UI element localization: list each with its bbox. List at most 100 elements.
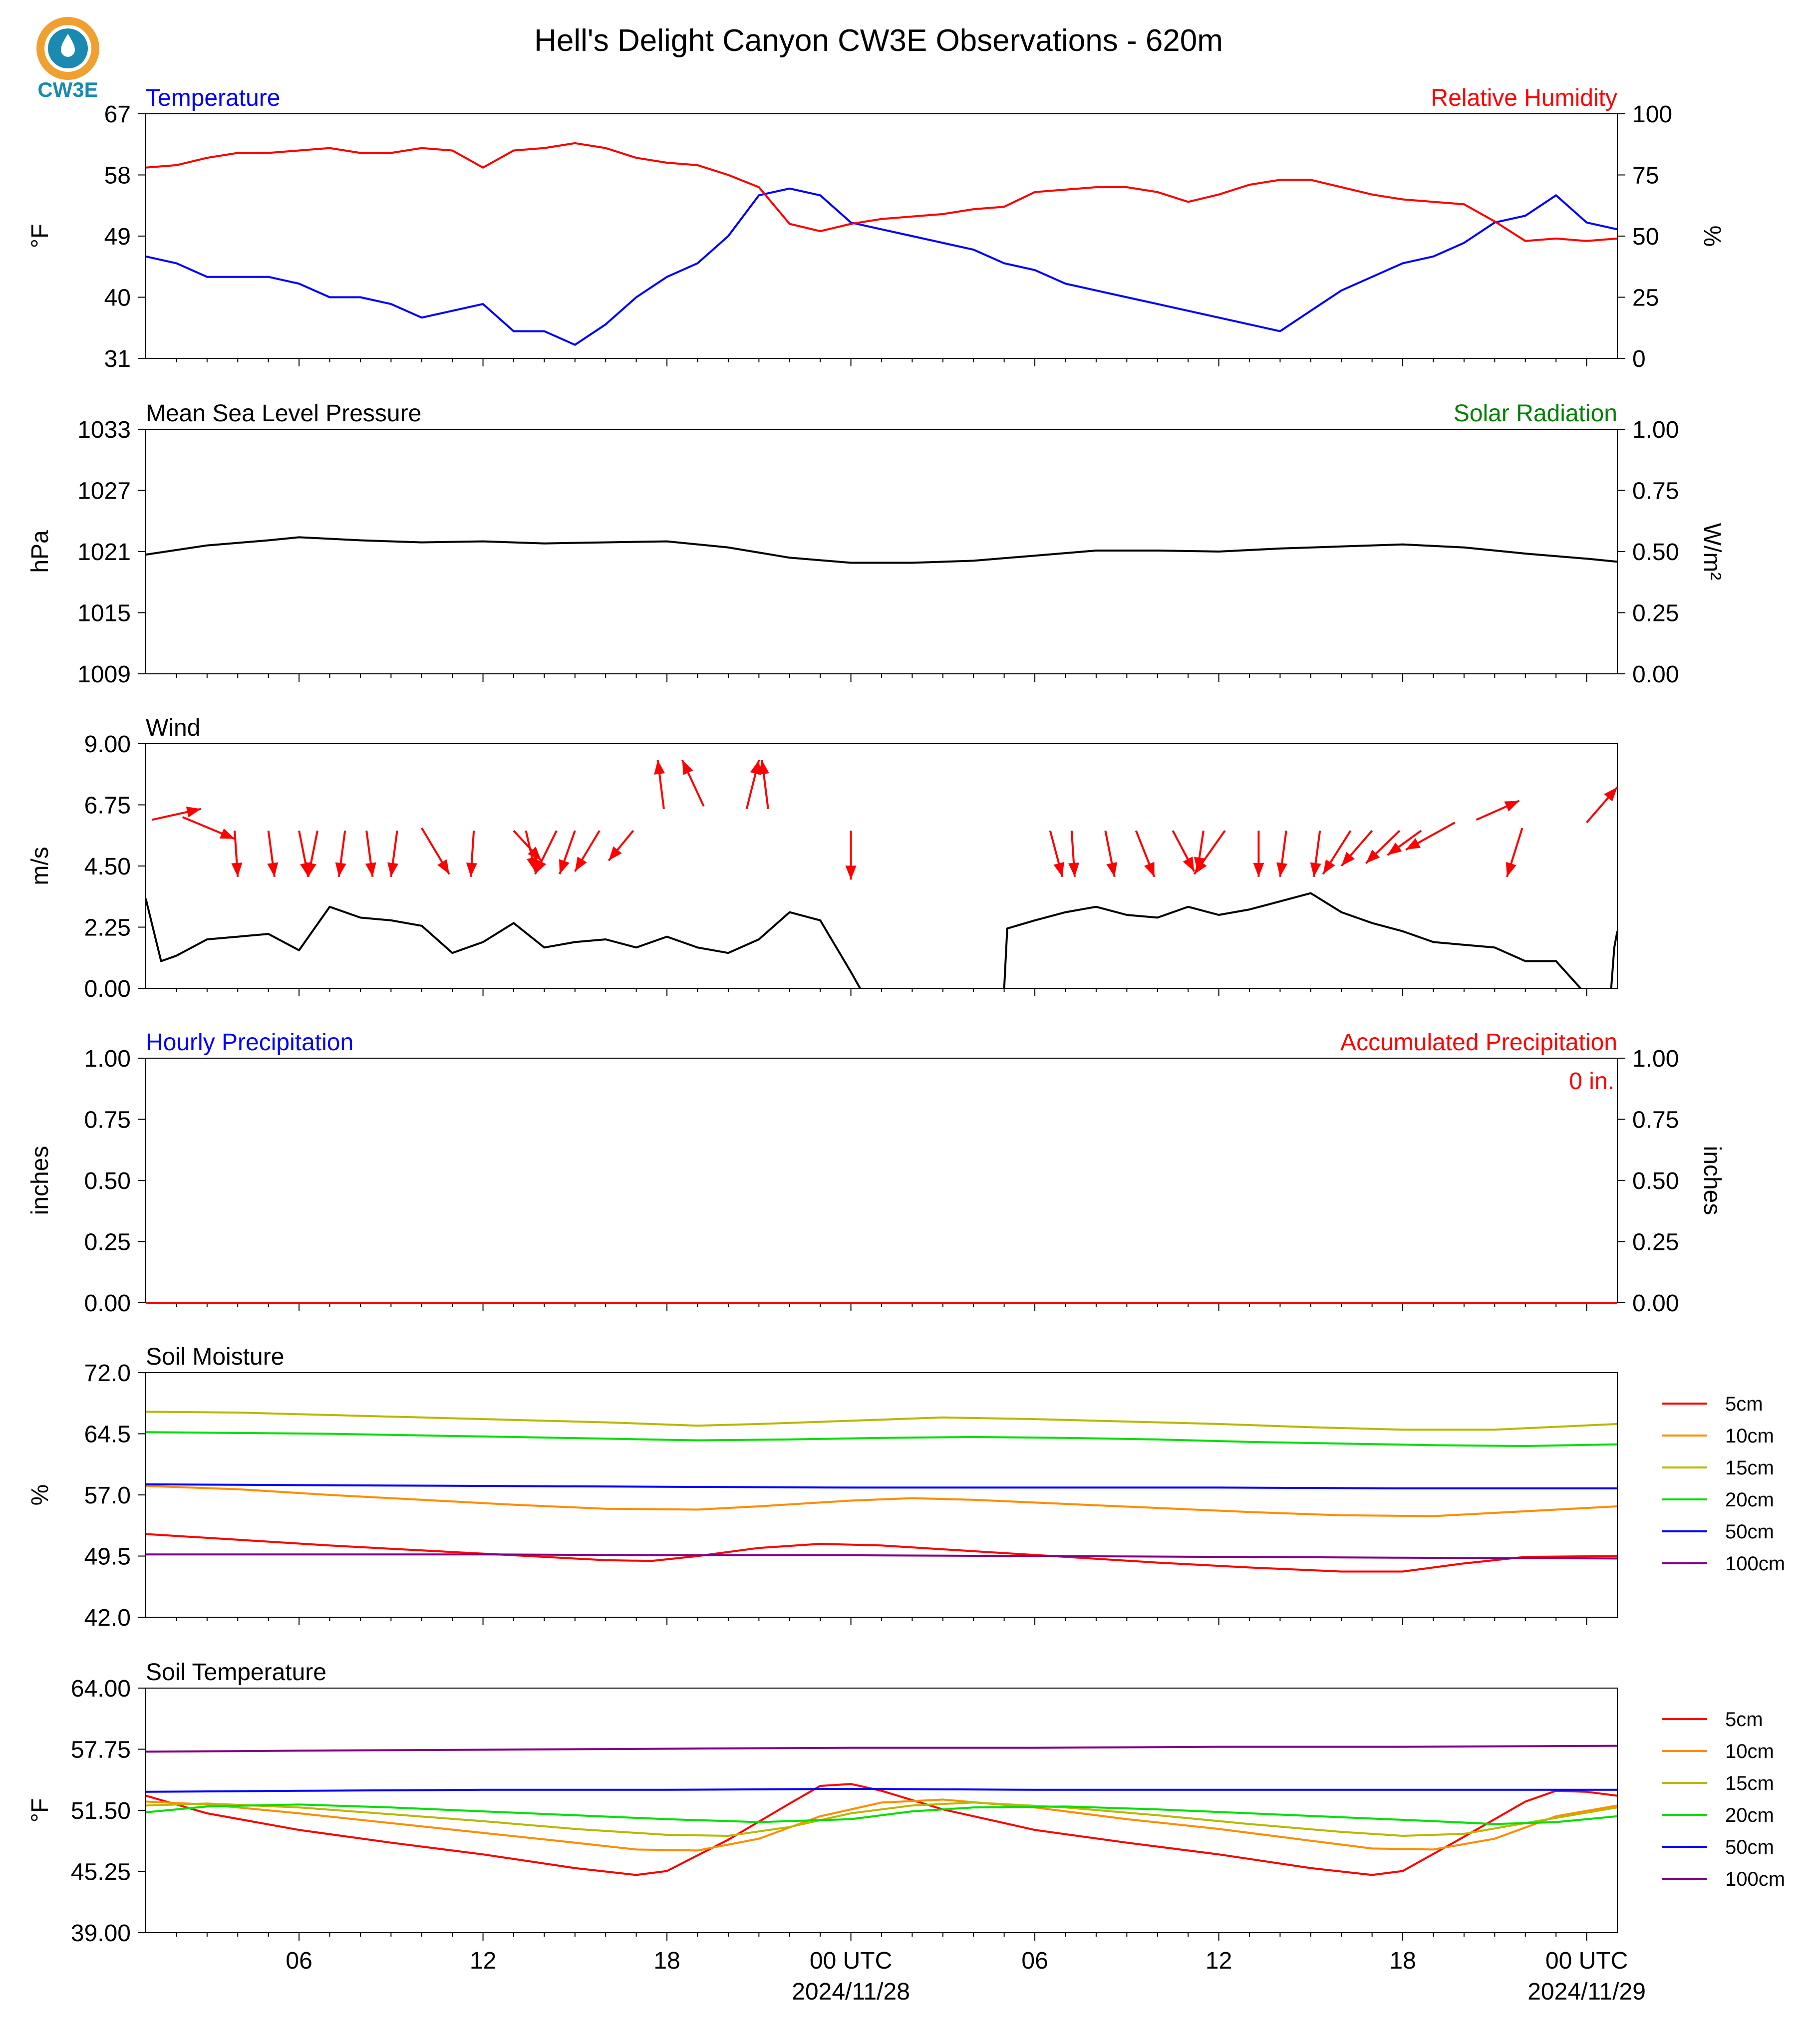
wind-arrow: [231, 831, 243, 877]
wind-arrow-head: [1106, 862, 1118, 877]
panel-annotation: 0 in.: [1569, 1068, 1614, 1095]
panel-title: Wind: [146, 715, 200, 741]
wind-arrow-head: [305, 862, 316, 877]
x-tick-label: 00 UTC: [810, 1948, 892, 1974]
y-axis-label: inches: [27, 1146, 53, 1215]
series-line-50cm: [145, 1787, 1617, 1793]
wind-arrow-head: [437, 859, 450, 874]
wind-arrow: [654, 760, 665, 809]
x-date-label: 2024/11/29: [1527, 1979, 1646, 2005]
panel-3: Wind 0.00 2.25 4.50 6.75 9.00 m/s: [27, 715, 1618, 1002]
legend-label: 5cm: [1725, 1709, 1763, 1731]
series-line: [145, 536, 1618, 564]
y-tick-label: 42.0: [84, 1605, 131, 1631]
legend-label: 15cm: [1725, 1772, 1774, 1794]
wind-arrow: [1068, 831, 1080, 877]
wind-arrow-head: [1144, 862, 1155, 877]
wind-arrow-head: [1323, 859, 1335, 874]
legend: 5cm 10cm 15cm 20cm 50cm 100cm: [1662, 1709, 1785, 1890]
y-tick-label: 49: [104, 224, 131, 250]
legend-label: 15cm: [1725, 1457, 1774, 1479]
panel-title: Soil Temperature: [146, 1659, 326, 1686]
y-tick-label: 0.50: [84, 1168, 131, 1194]
panel-title: Soil Moisture: [146, 1344, 284, 1370]
legend-label: 100cm: [1725, 1868, 1785, 1890]
series-line: [1610, 931, 1618, 989]
y2-tick-label: 25: [1632, 285, 1659, 311]
y-axis-label: %: [27, 1484, 53, 1506]
y-tick-label: 1.00: [84, 1046, 131, 1072]
y-tick-label: 49.5: [84, 1544, 131, 1570]
wind-arrow: [1405, 822, 1456, 851]
wind-arrow: [1172, 830, 1196, 872]
wind-arrow: [182, 816, 235, 840]
wind-arrow: [1104, 830, 1118, 877]
wind-arrow-head: [1068, 863, 1080, 877]
y-axis-label: °F: [27, 1798, 53, 1823]
panel-right-title: Solar Radiation: [1454, 400, 1617, 427]
wind-arrow-head: [1253, 863, 1264, 877]
y-tick-label: 0.75: [84, 1107, 131, 1134]
wind-arrow: [525, 830, 538, 872]
y-axis-label: m/s: [27, 847, 53, 885]
y-tick-label: 2.25: [84, 915, 131, 941]
y2-tick-label: 1.00: [1632, 1046, 1679, 1072]
wind-arrow-head: [1183, 856, 1195, 871]
wind-arrow-head: [1341, 852, 1355, 866]
x-tick-label: 12: [470, 1948, 496, 1974]
y-tick-label: 58: [104, 163, 131, 189]
x-tick-label: 12: [1206, 1948, 1232, 1974]
y2-tick-label: 0.75: [1632, 478, 1679, 505]
water-drop-shape: [61, 34, 75, 57]
series-line-15cm: [145, 1411, 1618, 1431]
wind-arrow: [1322, 830, 1352, 875]
panel-1: Temperature Relative Humidity 31 40 49 58 67 °F…: [27, 85, 1725, 372]
y-tick-label: 40: [104, 285, 131, 311]
wind-arrow-head: [267, 862, 279, 877]
y2-tick-label: 1.00: [1632, 417, 1679, 443]
legend-label: 100cm: [1725, 1553, 1785, 1575]
wind-arrow: [534, 830, 558, 875]
wind-arrow-head: [845, 866, 857, 880]
wind-arrow-head: [387, 862, 398, 877]
wind-arrow: [1193, 830, 1226, 875]
legend-label: 20cm: [1725, 1804, 1774, 1826]
wind-arrow: [421, 827, 450, 875]
y-tick-label: 51.50: [71, 1798, 131, 1824]
x-tick-label: 06: [1021, 1948, 1048, 1974]
y2-tick-label: 100: [1632, 101, 1672, 128]
series-line-20cm: [145, 1431, 1618, 1447]
panel-4: Hourly Precipitation Accumulated Precipit…: [27, 1029, 1725, 1317]
y2-tick-label: 0.25: [1632, 600, 1679, 627]
y-tick-label: 1015: [77, 600, 131, 627]
panel-right-title: Accumulated Precipitation: [1340, 1029, 1617, 1056]
y2-axis-label: W/m²: [1699, 523, 1725, 580]
wind-arrow: [1276, 830, 1288, 877]
y-tick-label: 45.25: [71, 1859, 131, 1886]
wind-arrow-head: [186, 806, 201, 818]
x-tick-label: 18: [1389, 1948, 1416, 1974]
wind-arrow-head: [231, 863, 243, 877]
wind-arrow-head: [1276, 862, 1288, 877]
wind-arrow: [745, 760, 761, 810]
panel-right-title: Relative Humidity: [1431, 85, 1617, 111]
y2-tick-label: 0: [1632, 346, 1646, 372]
series-line-5cm: [145, 1533, 1618, 1573]
y2-tick-label: 0.25: [1632, 1229, 1679, 1256]
y2-axis-label: %: [1699, 226, 1725, 247]
wind-arrow-head: [220, 828, 235, 839]
wind-arrow-head: [682, 760, 693, 775]
legend-label: 50cm: [1725, 1521, 1774, 1543]
y-tick-label: 57.75: [71, 1737, 131, 1763]
series-line: [145, 142, 1618, 242]
y2-tick-label: 75: [1632, 163, 1659, 189]
legend-label: 5cm: [1725, 1393, 1763, 1415]
series-line: [145, 898, 861, 989]
wind-arrow-head: [1604, 787, 1617, 802]
y-tick-label: 1027: [77, 478, 131, 505]
series-line: [145, 187, 1618, 346]
series-line-100cm: [146, 1553, 1618, 1560]
panel-6: Soil Temperature 39.00 45.25 51.50 57.75 64.0…: [27, 1659, 1785, 1947]
wind-arrow-head: [559, 859, 570, 874]
y-tick-label: 72.0: [84, 1360, 131, 1387]
